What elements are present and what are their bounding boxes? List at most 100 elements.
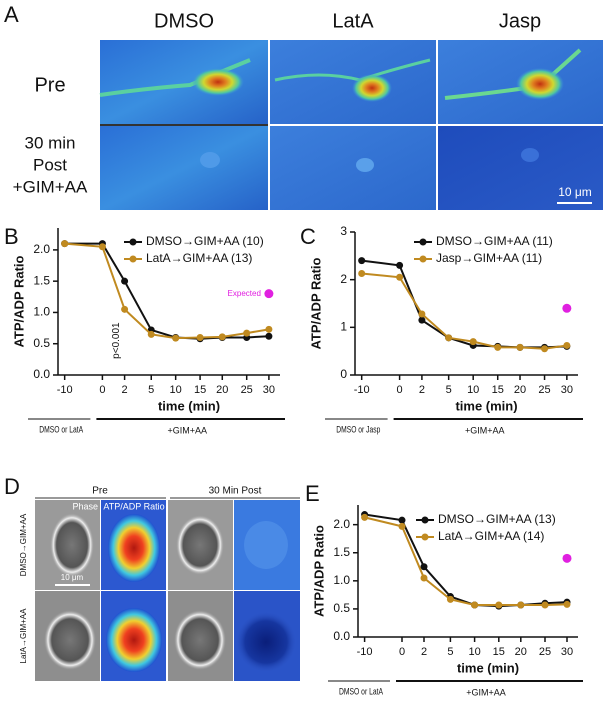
x-tick-label: 30 (561, 384, 573, 396)
expected-point (562, 553, 572, 563)
image (270, 126, 436, 210)
data-point (121, 305, 129, 313)
data-point (471, 601, 479, 609)
data-point (398, 522, 406, 530)
x-tick-label: 0 (99, 384, 105, 396)
cell (200, 152, 220, 168)
cell (174, 610, 226, 670)
legend-label: DMSO→GIM+AA (13) (438, 512, 556, 526)
x-tick-label: 0 (397, 384, 403, 396)
data-point (446, 595, 454, 603)
x-axis-label: time (min) (158, 398, 220, 413)
data-point (445, 334, 453, 342)
legend-marker (421, 516, 429, 524)
data-point (563, 600, 571, 608)
x-tick-label: 15 (493, 646, 505, 658)
data-point (420, 574, 428, 582)
y-tick-label: 1.5 (333, 545, 350, 559)
image (270, 40, 436, 124)
y-tick-label: 0.0 (33, 367, 50, 381)
y-tick-label: 1 (340, 320, 347, 334)
cell (356, 158, 374, 172)
annotation: p<0.001 (111, 322, 122, 359)
cell (521, 148, 539, 162)
row-label: Pre (34, 74, 65, 96)
x-tick-label: 15 (194, 384, 206, 396)
data-point (516, 343, 524, 351)
legend-label: DMSO→GIM+AA (10) (146, 234, 264, 248)
data-point (121, 277, 129, 285)
data-point (396, 273, 404, 281)
image (438, 126, 603, 210)
data-point (469, 338, 477, 346)
scale-label: 10 μm (558, 185, 592, 199)
x-tick-label: 10 (170, 384, 182, 396)
cell (236, 612, 296, 672)
legend-marker (419, 255, 427, 263)
data-point (172, 334, 180, 342)
cell (516, 68, 564, 100)
panel-label: A (4, 2, 19, 27)
panel-label: E (305, 481, 320, 506)
data-point (563, 341, 571, 349)
x-tick-label: 5 (446, 384, 452, 396)
data-point (541, 345, 549, 353)
y-axis-label: ATP/ADP Ratio (308, 257, 323, 349)
cell (176, 515, 224, 575)
cell (108, 514, 160, 582)
cell (106, 608, 162, 672)
cell (352, 74, 392, 102)
phase-label: +GIM+AA (167, 425, 207, 435)
legend-label: LatA→GIM+AA (13) (146, 251, 252, 265)
y-tick-label: 3 (340, 224, 347, 238)
panel-a-images (99, 40, 603, 210)
legend-label: LatA→GIM+AA (14) (438, 529, 544, 543)
legend-marker (129, 255, 137, 263)
x-tick-label: 5 (447, 646, 453, 658)
x-tick-label: 25 (241, 384, 253, 396)
expected-point (562, 303, 572, 313)
x-axis-label: time (min) (457, 660, 519, 675)
data-point (396, 261, 404, 269)
data-point (265, 332, 273, 340)
data-point (218, 333, 226, 341)
data-point (358, 257, 366, 265)
column-label: Jasp (499, 10, 541, 32)
y-axis-label: ATP/ADP Ratio (11, 255, 26, 347)
cell (244, 521, 288, 569)
data-point (494, 343, 502, 351)
phase-label: DMSO or Jasp (336, 424, 380, 434)
data-point (495, 601, 503, 609)
x-axis-label: time (min) (455, 398, 517, 413)
data-point (196, 333, 204, 341)
panel-d-images (35, 497, 300, 681)
cell (192, 68, 244, 96)
x-tick-label: 2 (419, 384, 425, 396)
cell (50, 513, 94, 577)
panel-label: B (4, 224, 19, 249)
neurite (99, 58, 251, 97)
y-tick-label: 0.5 (33, 336, 50, 350)
cell (44, 610, 96, 670)
x-tick-label: -10 (57, 384, 73, 396)
legend-marker (421, 533, 429, 541)
x-tick-label: 20 (515, 646, 527, 658)
x-tick-label: 25 (539, 646, 551, 658)
x-tick-label: 2 (122, 384, 128, 396)
channel-label: ATP/ADP Ratio (103, 501, 164, 511)
series-line (361, 259, 567, 349)
data-point (398, 516, 406, 524)
x-tick-label: 10 (468, 646, 480, 658)
phase-label: DMSO or LatA (339, 686, 383, 696)
x-tick-label: 25 (538, 384, 550, 396)
y-tick-label: 0 (340, 367, 347, 381)
x-tick-label: 2 (421, 646, 427, 658)
x-tick-label: -10 (357, 646, 373, 658)
phase-label: +GIM+AA (466, 687, 506, 697)
image-edge (100, 124, 268, 127)
expected-point (264, 289, 274, 299)
y-tick-label: 2.0 (333, 517, 350, 531)
y-tick-label: 0.5 (333, 601, 350, 615)
panel-label: D (4, 474, 20, 499)
